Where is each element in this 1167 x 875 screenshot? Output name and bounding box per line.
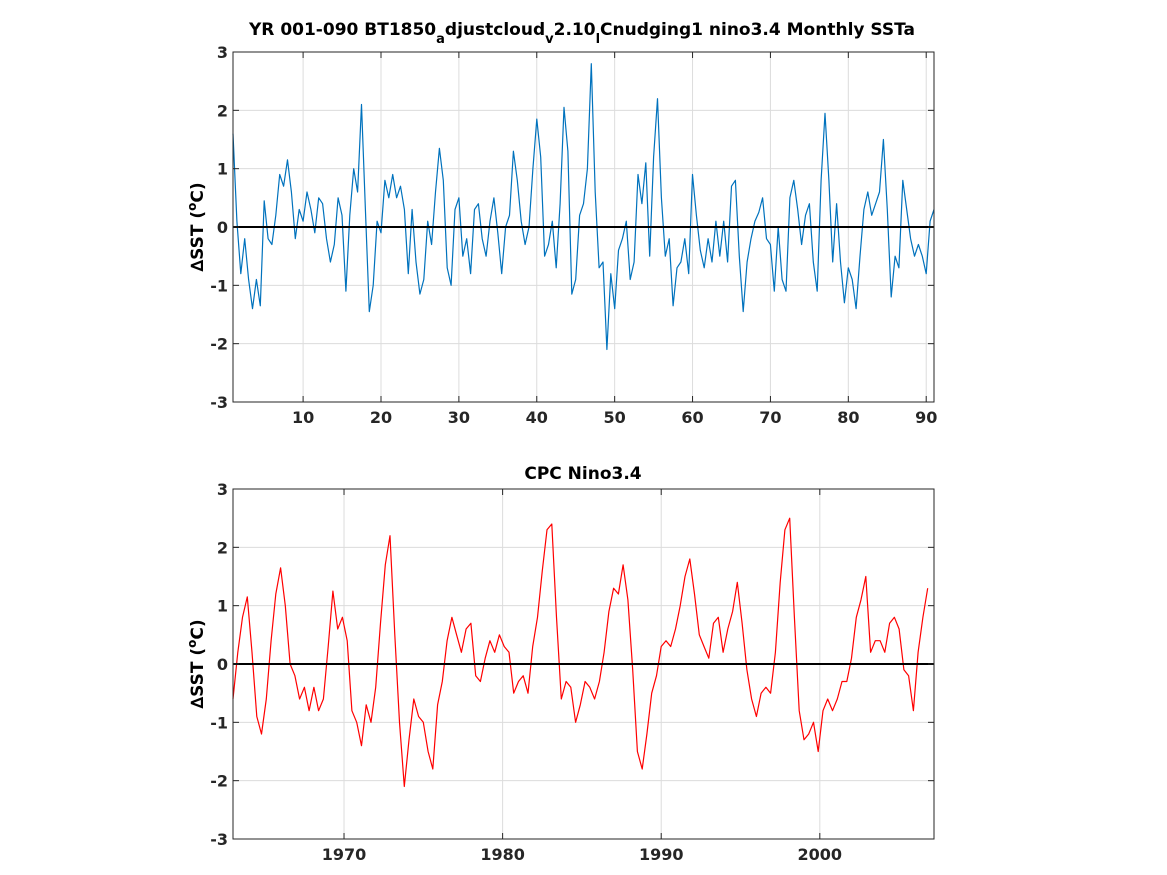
chart-title: YR 001-090 BT1850adjustcloudv2.10lCnudgi… [248, 20, 915, 47]
x-tick-label: 80 [837, 408, 859, 427]
y-tick-label: -1 [210, 276, 228, 295]
x-tick-label: 70 [759, 408, 781, 427]
y-tick-label: -2 [210, 335, 228, 354]
y-tick-label: -3 [210, 393, 228, 412]
y-tick-label: -2 [210, 772, 228, 791]
y-tick-label: 2 [217, 101, 228, 120]
x-tick-label: 60 [681, 408, 703, 427]
y-tick-label: 3 [217, 43, 228, 62]
x-tick-label: 1970 [322, 845, 367, 864]
y-tick-label: 1 [217, 597, 228, 616]
x-tick-label: 40 [526, 408, 548, 427]
y-axis-label: ∆SST (oC) [185, 182, 208, 271]
series-line [232, 63, 935, 351]
x-tick-label: 2000 [798, 845, 843, 864]
cpc-nino34-chart: CPC Nino3.4 ∆SST (oC) 1970 1980 1990 2000 -3… [185, 464, 935, 864]
x-tick-label: 1980 [480, 845, 525, 864]
x-tick-label: 30 [448, 408, 470, 427]
model-nino34-chart: YR 001-090 BT1850adjustcloudv2.10lCnudgi… [185, 20, 937, 427]
y-tick-label: 1 [217, 160, 228, 179]
y-tick-label: 3 [217, 480, 228, 499]
x-tick-label: 1990 [639, 845, 684, 864]
y-axis-label: ∆SST (oC) [185, 619, 208, 708]
y-tick-label: 0 [217, 655, 228, 674]
x-tick-label: 50 [604, 408, 626, 427]
y-tick-label: 2 [217, 538, 228, 557]
x-tick-label: 10 [292, 408, 314, 427]
x-tick-label: 90 [915, 408, 937, 427]
y-tick-label: -1 [210, 713, 228, 732]
x-tick-label: 20 [370, 408, 392, 427]
chart-title: CPC Nino3.4 [524, 464, 641, 484]
y-tick-label: 0 [217, 218, 228, 237]
y-tick-label: -3 [210, 830, 228, 849]
